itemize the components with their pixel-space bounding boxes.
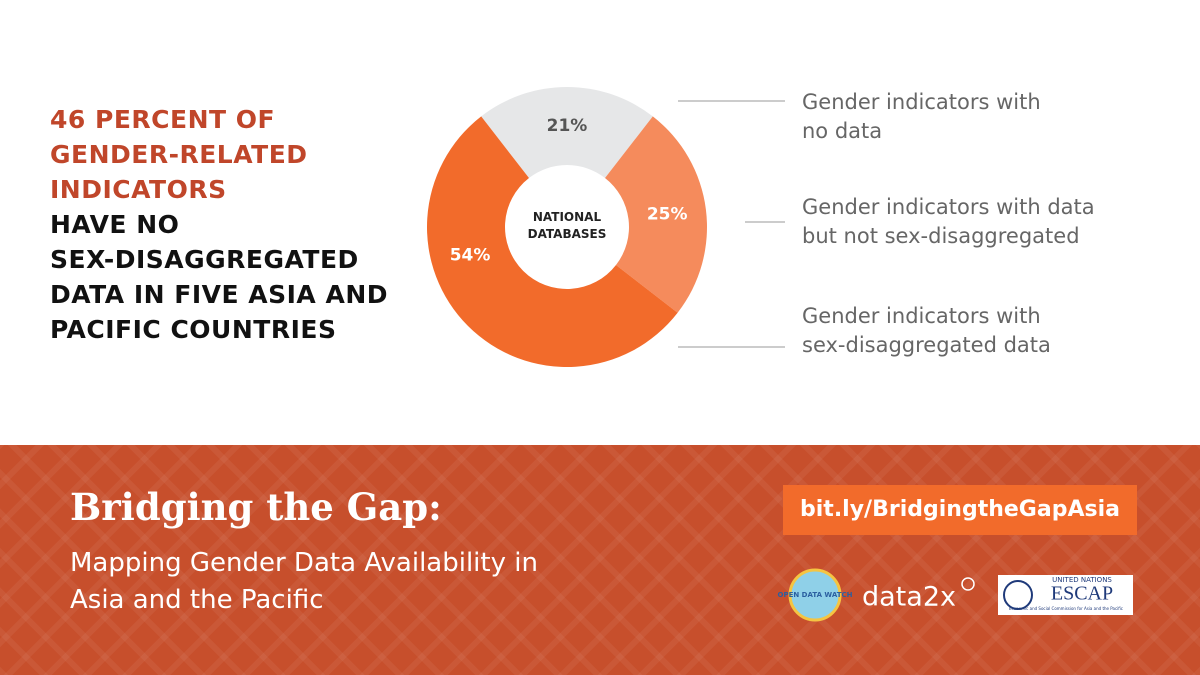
center-label: NATIONAL DATABASES [527, 210, 607, 241]
data2x-mark [961, 577, 975, 591]
donut-chart: 21% 25% 54% [427, 86, 785, 367]
value-label: 25% [647, 204, 688, 224]
headline: HAVE NO SEX-DISAGGREGATED DATA IN FIVE A… [50, 210, 388, 344]
link[interactable]: bit.ly/BridgingtheGapAsia [783, 485, 1137, 535]
un-text: UNITED NATIONS [1052, 576, 1112, 584]
donut-slice [481, 86, 653, 179]
footer-subtitle: Mapping Gender Data Availability in Asia… [70, 548, 538, 615]
legend-label: Gender indicators with no data [802, 90, 1041, 143]
odw-text: OPEN DATA WATCH [778, 591, 853, 599]
logos: OPEN DATA WATCH data2x UNITED NATIONS ES… [778, 568, 1133, 622]
headline-highlight: 46 PERCENT OF GENDER-RELATED INDICATORS [50, 105, 308, 204]
escap-subtext: Economic and Social Commission for Asia … [1009, 606, 1123, 611]
value-label: 54% [450, 245, 491, 265]
odw-logo [788, 568, 842, 622]
donut-slice [427, 116, 678, 367]
un-emblem [1003, 580, 1033, 610]
legend-label: Gender indicators with sex-disaggregated… [802, 304, 1051, 357]
escap-text: ESCAP [1051, 583, 1113, 605]
donut-slice [605, 116, 707, 313]
data2x-text: data2x [862, 582, 956, 613]
value-label: 21% [547, 116, 588, 136]
legend-label: Gender indicators with data but not sex-… [802, 195, 1095, 248]
footer-title: Bridging the Gap: [70, 485, 442, 529]
footer: Bridging the Gap: Mapping Gender Data Av… [0, 445, 1200, 675]
